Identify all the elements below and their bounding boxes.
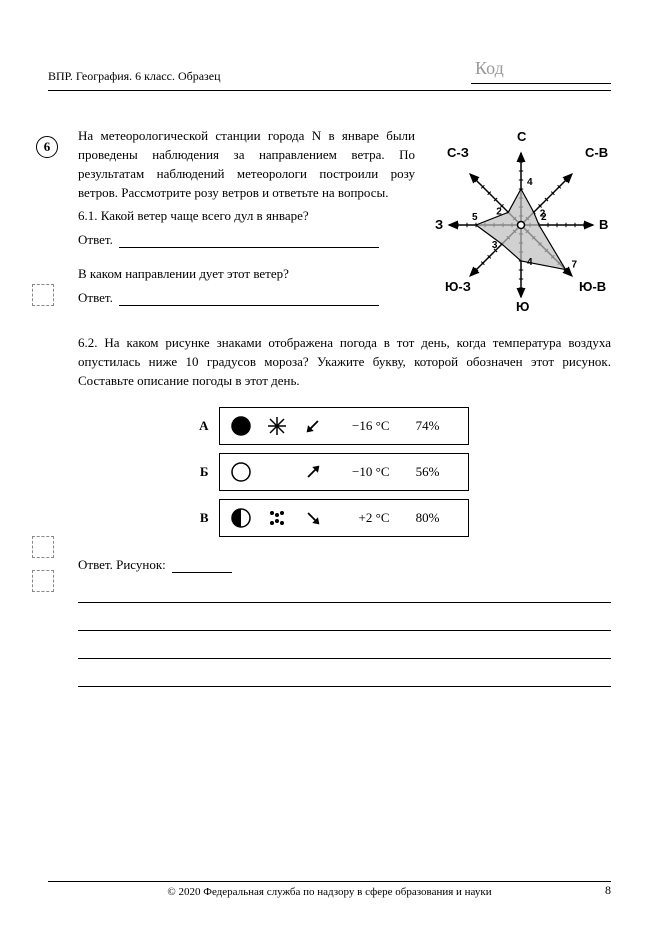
hum-C: 80% bbox=[404, 510, 440, 526]
svg-text:С-В: С-В bbox=[585, 145, 608, 160]
answer-line-1[interactable] bbox=[119, 234, 379, 248]
weather-table: А −16 °C 74% Б −10 °C 56% bbox=[195, 407, 495, 537]
temp-A: −16 °C bbox=[338, 418, 390, 434]
content: На метеорологической станции города N в … bbox=[78, 127, 611, 687]
footer: © 2020 Федеральная служба по надзору в с… bbox=[0, 881, 659, 898]
answer-pic-row: Ответ. Рисунок: bbox=[78, 557, 611, 573]
direction-question: В каком направлении дует этот ветер? bbox=[78, 266, 415, 282]
svg-text:3: 3 bbox=[492, 240, 498, 251]
answer-row-1: Ответ. bbox=[78, 232, 415, 248]
row-letter-C: В bbox=[195, 510, 209, 526]
score-box-2[interactable] bbox=[32, 536, 54, 558]
answer-line-long-4[interactable] bbox=[78, 669, 611, 687]
svg-text:З: З bbox=[435, 217, 443, 232]
svg-text:Ю-В: Ю-В bbox=[579, 279, 606, 294]
svg-text:7: 7 bbox=[572, 260, 578, 271]
svg-text:2: 2 bbox=[496, 206, 502, 217]
weather-row-C: В +2 °C 80% bbox=[195, 499, 495, 537]
weather-row-A: А −16 °C 74% bbox=[195, 407, 495, 445]
answer-pic-line[interactable] bbox=[172, 559, 232, 573]
svg-text:С-З: С-З bbox=[447, 145, 469, 160]
question-number: 6 bbox=[36, 136, 58, 158]
score-box-3[interactable] bbox=[32, 570, 54, 592]
copyright: © 2020 Федеральная служба по надзору в с… bbox=[167, 886, 491, 898]
row-box-B: −10 °C 56% bbox=[219, 453, 469, 491]
hum-B: 56% bbox=[404, 464, 440, 480]
page-number: 8 bbox=[605, 883, 611, 898]
row-letter-A: А bbox=[195, 418, 209, 434]
code-field[interactable]: Код bbox=[471, 58, 611, 84]
row-box-A: −16 °C 74% bbox=[219, 407, 469, 445]
wind-icon-C bbox=[302, 507, 324, 529]
svg-text:2: 2 bbox=[541, 212, 547, 223]
svg-text:5: 5 bbox=[472, 212, 478, 223]
answer-label-2: Ответ. bbox=[78, 290, 113, 306]
sky-icon-C bbox=[230, 507, 252, 529]
row-box-C: +2 °C 80% bbox=[219, 499, 469, 537]
q61-label: 6.1. Какой ветер чаще всего дул в январе… bbox=[78, 208, 415, 224]
wind-rose: 42274352СС-ВВЮ-ВЮЮ-ЗЗС-З bbox=[431, 127, 611, 317]
precip-icon-B bbox=[266, 461, 288, 483]
svg-text:В: В bbox=[599, 217, 608, 232]
answer-pic-label: Ответ. Рисунок: bbox=[78, 557, 166, 573]
intro-text: На метеорологической станции города N в … bbox=[78, 127, 415, 202]
answer-line-long-1[interactable] bbox=[78, 585, 611, 603]
weather-row-B: Б −10 °C 56% bbox=[195, 453, 495, 491]
row-letter-B: Б bbox=[195, 464, 209, 480]
wind-icon-B bbox=[302, 461, 324, 483]
header-rule bbox=[48, 90, 611, 91]
svg-text:4: 4 bbox=[527, 257, 533, 268]
answer-line-2[interactable] bbox=[119, 292, 379, 306]
page: ВПР. География. 6 класс. Образец Код 6 Н… bbox=[0, 0, 659, 928]
svg-text:4: 4 bbox=[527, 177, 533, 188]
doc-title: ВПР. География. 6 класс. Образец bbox=[48, 69, 221, 84]
intro-text-col: На метеорологической станции города N в … bbox=[78, 127, 415, 324]
intro-block: На метеорологической станции города N в … bbox=[78, 127, 611, 324]
temp-C: +2 °C bbox=[338, 510, 390, 526]
svg-text:С: С bbox=[517, 129, 527, 144]
header: ВПР. География. 6 класс. Образец Код bbox=[48, 58, 611, 84]
svg-text:Ю: Ю bbox=[516, 299, 529, 314]
precip-icon-A bbox=[266, 415, 288, 437]
wind-icon-A bbox=[302, 415, 324, 437]
hum-A: 74% bbox=[404, 418, 440, 434]
sky-icon-A bbox=[230, 415, 252, 437]
score-box-1[interactable] bbox=[32, 284, 54, 306]
answer-line-long-2[interactable] bbox=[78, 613, 611, 631]
sky-icon-B bbox=[230, 461, 252, 483]
svg-text:Ю-З: Ю-З bbox=[445, 279, 471, 294]
answer-label-1: Ответ. bbox=[78, 232, 113, 248]
answer-line-long-3[interactable] bbox=[78, 641, 611, 659]
temp-B: −10 °C bbox=[338, 464, 390, 480]
answer-row-2: Ответ. bbox=[78, 290, 415, 306]
precip-icon-C bbox=[266, 507, 288, 529]
q62-text: 6.2. На каком рисунке знаками отображена… bbox=[78, 334, 611, 391]
